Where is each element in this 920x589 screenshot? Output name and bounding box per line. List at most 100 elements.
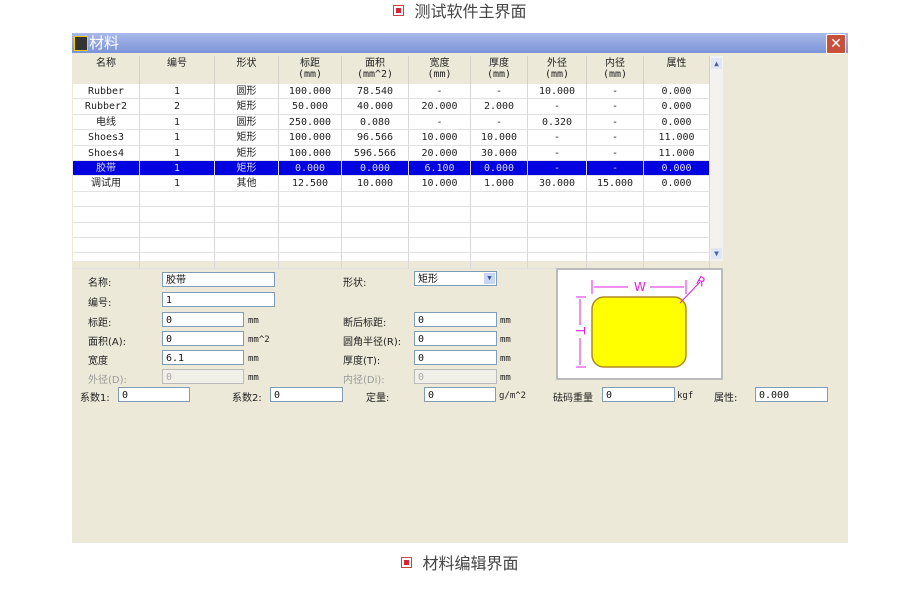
table-cell[interactable]: 10.000 <box>409 176 471 192</box>
column-header[interactable]: 形状 <box>215 56 279 84</box>
empty-cell[interactable] <box>587 207 644 223</box>
empty-cell[interactable] <box>73 238 140 254</box>
empty-cell[interactable] <box>644 238 710 254</box>
table-cell[interactable]: 矩形 <box>215 161 279 177</box>
table-cell[interactable]: 96.566 <box>342 130 409 146</box>
table-cell[interactable]: - <box>471 84 528 100</box>
table-cell[interactable]: 6.100 <box>409 161 471 177</box>
table-cell[interactable]: 11.000 <box>644 130 710 146</box>
table-cell[interactable]: - <box>409 84 471 100</box>
scroll-up-icon[interactable]: ▲ <box>711 58 722 69</box>
empty-cell[interactable] <box>215 238 279 254</box>
table-cell[interactable]: 1 <box>140 130 215 146</box>
empty-cell[interactable] <box>140 222 215 238</box>
empty-cell[interactable] <box>279 222 342 238</box>
table-cell[interactable]: 圆形 <box>215 84 279 100</box>
table-cell[interactable]: 0.000 <box>644 114 710 131</box>
empty-cell[interactable] <box>215 253 279 269</box>
empty-cell[interactable] <box>140 207 215 223</box>
empty-cell[interactable] <box>587 191 644 208</box>
thickness-input[interactable]: 0 <box>414 350 497 365</box>
empty-cell[interactable] <box>279 207 342 223</box>
empty-cell[interactable] <box>409 207 471 223</box>
table-cell[interactable]: 0.000 <box>644 99 710 115</box>
empty-cell[interactable] <box>528 238 587 254</box>
empty-cell[interactable] <box>342 222 409 238</box>
empty-cell[interactable] <box>140 253 215 269</box>
column-header[interactable]: 标距 (mm) <box>279 56 342 84</box>
table-cell[interactable]: - <box>587 130 644 146</box>
empty-cell[interactable] <box>73 207 140 223</box>
table-cell[interactable]: 78.540 <box>342 84 409 100</box>
empty-cell[interactable] <box>279 191 342 208</box>
table-cell[interactable]: 0.000 <box>644 176 710 192</box>
table-cell[interactable]: - <box>409 114 471 131</box>
table-cell[interactable]: 0.320 <box>528 114 587 131</box>
table-cell[interactable]: 15.000 <box>587 176 644 192</box>
empty-cell[interactable] <box>279 238 342 254</box>
table-cell[interactable]: 1 <box>140 145 215 161</box>
table-cell[interactable]: Rubber2 <box>73 99 140 115</box>
table-cell[interactable]: 2.000 <box>471 99 528 115</box>
empty-cell[interactable] <box>528 191 587 208</box>
table-cell[interactable]: - <box>528 99 587 115</box>
table-cell[interactable]: 100.000 <box>279 145 342 161</box>
column-header[interactable]: 外径 (mm) <box>528 56 587 84</box>
empty-cell[interactable] <box>342 207 409 223</box>
table-cell[interactable]: - <box>528 130 587 146</box>
table-cell[interactable]: 10.000 <box>409 130 471 146</box>
vertical-scrollbar[interactable]: ▲ ▼ <box>710 56 723 261</box>
table-cell[interactable]: 0.080 <box>342 114 409 131</box>
shape-select[interactable]: 矩形 ▼ <box>414 271 497 286</box>
table-cell[interactable]: Rubber <box>73 84 140 100</box>
table-cell[interactable]: 矩形 <box>215 130 279 146</box>
scroll-down-icon[interactable]: ▼ <box>711 248 722 259</box>
empty-cell[interactable] <box>342 253 409 269</box>
empty-cell[interactable] <box>409 253 471 269</box>
empty-cell[interactable] <box>140 238 215 254</box>
basis-weight-input[interactable]: 0 <box>424 387 496 402</box>
empty-cell[interactable] <box>587 238 644 254</box>
table-cell[interactable]: 250.000 <box>279 114 342 131</box>
number-input[interactable]: 1 <box>162 292 275 307</box>
table-cell[interactable]: 1 <box>140 161 215 177</box>
table-cell[interactable]: 0.000 <box>644 84 710 100</box>
table-cell[interactable]: 596.566 <box>342 145 409 161</box>
table-cell[interactable]: 30.000 <box>528 176 587 192</box>
table-cell[interactable]: 12.500 <box>279 176 342 192</box>
empty-cell[interactable] <box>215 191 279 208</box>
column-header[interactable]: 属性 <box>644 56 710 84</box>
table-cell[interactable]: 1 <box>140 176 215 192</box>
table-cell[interactable]: 50.000 <box>279 99 342 115</box>
gauge-input[interactable]: 0 <box>162 312 244 327</box>
break-gauge-input[interactable]: 0 <box>414 312 497 327</box>
name-input[interactable]: 胶带 <box>162 272 275 287</box>
column-header[interactable]: 内径 (mm) <box>587 56 644 84</box>
table-cell[interactable]: 0.000 <box>471 161 528 177</box>
coef2-input[interactable]: 0 <box>270 387 343 402</box>
empty-cell[interactable] <box>279 253 342 269</box>
empty-cell[interactable] <box>471 191 528 208</box>
empty-cell[interactable] <box>528 253 587 269</box>
empty-cell[interactable] <box>471 253 528 269</box>
table-cell[interactable]: - <box>587 145 644 161</box>
table-cell[interactable]: 圆形 <box>215 114 279 131</box>
table-cell[interactable]: 1 <box>140 84 215 100</box>
table-cell[interactable]: 100.000 <box>279 84 342 100</box>
column-header[interactable]: 宽度 (mm) <box>409 56 471 84</box>
table-cell[interactable]: 0.000 <box>342 161 409 177</box>
table-cell[interactable]: Shoes4 <box>73 145 140 161</box>
empty-cell[interactable] <box>342 191 409 208</box>
close-button[interactable]: ✕ <box>826 34 846 54</box>
empty-cell[interactable] <box>528 207 587 223</box>
table-cell[interactable]: - <box>587 114 644 131</box>
empty-cell[interactable] <box>73 222 140 238</box>
attr-input[interactable]: 0.000 <box>755 387 828 402</box>
empty-cell[interactable] <box>215 207 279 223</box>
column-header[interactable]: 厚度 (mm) <box>471 56 528 84</box>
empty-cell[interactable] <box>73 191 140 208</box>
table-cell[interactable]: 0.000 <box>279 161 342 177</box>
table-cell[interactable]: 20.000 <box>409 99 471 115</box>
table-cell[interactable]: 调试用 <box>73 176 140 192</box>
table-cell[interactable]: 100.000 <box>279 130 342 146</box>
